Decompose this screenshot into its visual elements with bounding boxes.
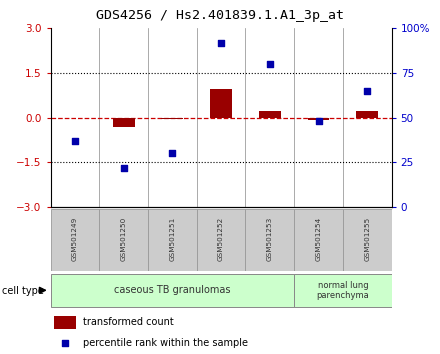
Bar (210, 90, 232, 118)
Text: GDS4256 / Hs2.401839.1.A1_3p_at: GDS4256 / Hs2.401839.1.A1_3p_at (96, 9, 344, 22)
Text: GSM501250: GSM501250 (121, 216, 127, 261)
Bar (148, 209, 197, 271)
Text: GSM501253: GSM501253 (267, 216, 273, 261)
Text: GSM501249: GSM501249 (72, 216, 78, 261)
Bar (246, 209, 294, 271)
Text: GSM501255: GSM501255 (364, 216, 370, 261)
Point (62, 341, 69, 346)
Text: transformed count: transformed count (83, 317, 174, 327)
Bar (294, 209, 343, 271)
Bar (51, 274, 294, 307)
Bar (294, 274, 392, 307)
Bar (259, 111, 281, 118)
Text: GSM501252: GSM501252 (218, 216, 224, 261)
Text: normal lung
parenchyma: normal lung parenchyma (316, 281, 369, 300)
Bar (161, 118, 183, 119)
Point (120, 165, 127, 171)
Bar (356, 111, 378, 118)
Text: GSM501254: GSM501254 (315, 216, 322, 261)
Bar (51, 209, 99, 271)
Bar (113, 118, 135, 127)
Point (315, 119, 322, 124)
Bar (308, 118, 330, 120)
Point (169, 151, 176, 156)
Bar (55, 316, 76, 329)
Bar (99, 209, 148, 271)
Point (266, 61, 273, 67)
Point (364, 88, 371, 94)
Bar (197, 209, 246, 271)
Text: GSM501251: GSM501251 (169, 216, 176, 261)
Text: cell type: cell type (2, 286, 44, 296)
Bar (343, 209, 392, 271)
Point (71, 138, 78, 144)
Text: percentile rank within the sample: percentile rank within the sample (83, 338, 248, 348)
Text: caseous TB granulomas: caseous TB granulomas (114, 285, 231, 295)
Point (218, 40, 225, 45)
